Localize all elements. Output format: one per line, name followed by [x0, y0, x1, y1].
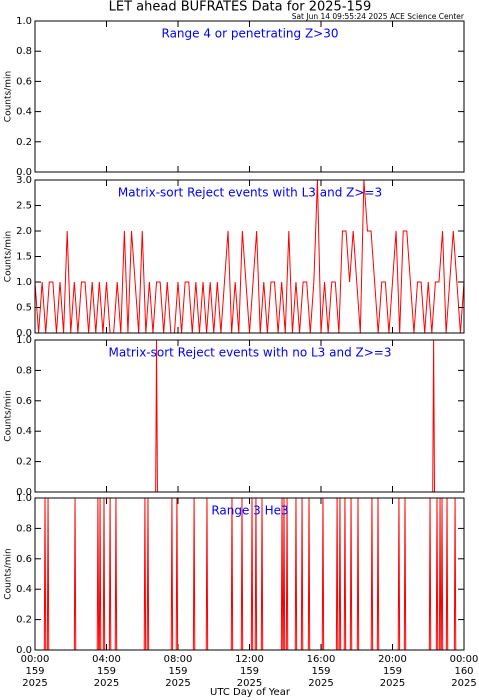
- y-tick-label: 0.2: [16, 457, 32, 468]
- x-tick-year: 2025: [237, 678, 262, 689]
- y-tick-label: 0.5: [16, 303, 32, 314]
- x-tick-day: 159: [311, 666, 330, 677]
- y-tick-label: 0.0: [16, 328, 32, 339]
- y-axis-label: Counts/min: [4, 71, 14, 122]
- x-tick-year: 2025: [22, 678, 47, 689]
- y-axis-label: Counts/min: [4, 548, 14, 599]
- y-tick-label: 0.0: [16, 487, 32, 498]
- x-tick-year: 2025: [308, 678, 333, 689]
- y-tick-label: 0.4: [16, 107, 32, 118]
- x-tick-year: 2025: [451, 678, 476, 689]
- y-tick-label: 0.0: [16, 167, 32, 178]
- x-tick-year: 2025: [165, 678, 190, 689]
- x-tick-day: 159: [383, 666, 402, 677]
- y-tick-label: 0.4: [16, 426, 32, 437]
- panel-annotation: Range 4 or penetrating Z>30: [162, 27, 339, 41]
- y-axis-label: Counts/min: [4, 231, 14, 282]
- y-tick-label: 0.6: [16, 396, 32, 407]
- y-tick-label: 0.4: [16, 584, 32, 595]
- y-tick-label: 0.0: [16, 645, 32, 656]
- y-tick-label: 3.0: [16, 175, 32, 186]
- x-tick-label: 16:00: [307, 654, 336, 665]
- plot-frame: [34, 20, 465, 173]
- x-axis-label: UTC Day of Year: [210, 687, 291, 698]
- panel-annotation: Matrix-sort Reject events with no L3 and…: [109, 346, 392, 360]
- y-tick-label: 0.8: [16, 365, 32, 376]
- y-tick-label: 1.0: [16, 277, 32, 288]
- x-tick-label: 08:00: [164, 654, 193, 665]
- y-tick-label: 1.0: [16, 335, 32, 346]
- x-tick-label: 12:00: [235, 654, 264, 665]
- x-tick-label: 04:00: [92, 654, 121, 665]
- y-tick-label: 1.0: [16, 16, 32, 27]
- x-tick-day: 160: [454, 666, 473, 677]
- chart-title: LET ahead BUFRATES Data for 2025-159: [109, 0, 372, 15]
- plot-frame: [34, 339, 465, 493]
- x-tick-day: 159: [97, 666, 116, 677]
- y-tick-label: 0.6: [16, 76, 32, 87]
- y-tick-label: 0.8: [16, 523, 32, 534]
- y-tick-label: 2.0: [16, 226, 32, 237]
- x-tick-year: 2025: [380, 678, 405, 689]
- x-tick-day: 159: [240, 666, 259, 677]
- x-tick-label: 20:00: [378, 654, 407, 665]
- x-tick-year: 2025: [94, 678, 119, 689]
- panel-annotation: Matrix-sort Reject events with L3 and Z>…: [118, 186, 382, 200]
- y-tick-label: 1.0: [16, 493, 32, 504]
- y-tick-label: 0.8: [16, 46, 32, 57]
- y-tick-label: 0.2: [16, 615, 32, 626]
- x-tick-label: 00:00: [450, 654, 479, 665]
- x-tick-day: 159: [168, 666, 187, 677]
- x-tick-label: 00:00: [21, 654, 50, 665]
- y-tick-label: 0.2: [16, 137, 32, 148]
- panel-annotation: Range 3 He3: [211, 504, 288, 518]
- plot-frame: [34, 497, 465, 651]
- plot-frame: [34, 179, 465, 334]
- y-axis-label: Counts/min: [4, 390, 14, 441]
- chart-subtitle: Sat Jun 14 09:55:24 2025 ACE Science Cen…: [292, 12, 465, 21]
- y-tick-label: 2.5: [16, 201, 32, 212]
- y-tick-label: 0.6: [16, 554, 32, 565]
- x-tick-day: 159: [25, 666, 44, 677]
- y-tick-label: 1.5: [16, 252, 32, 263]
